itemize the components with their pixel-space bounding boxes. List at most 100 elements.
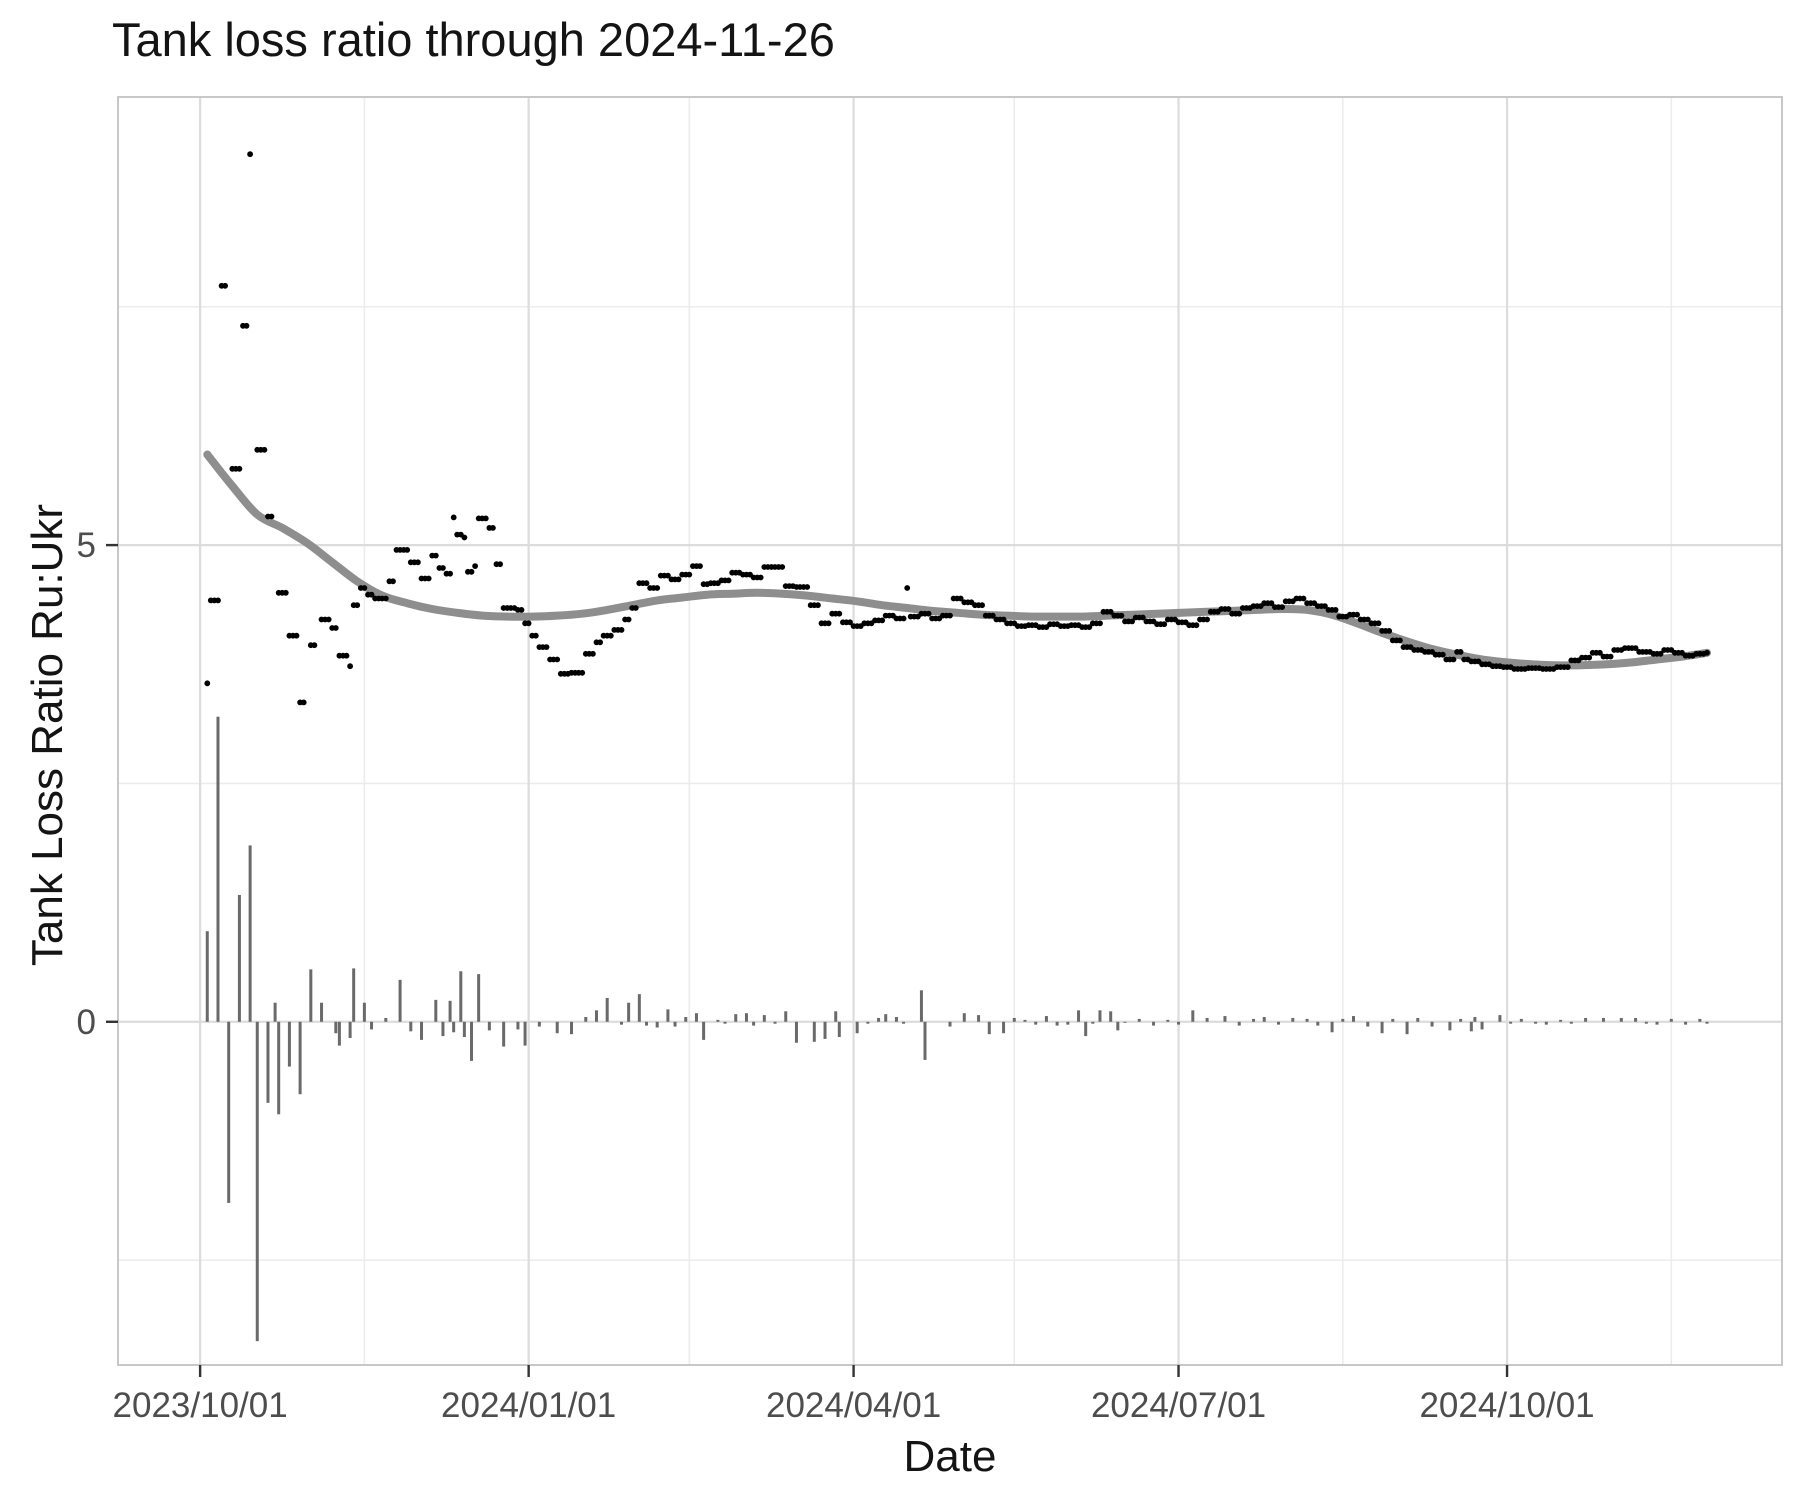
ratio-point <box>1704 649 1710 656</box>
deviation-bar <box>962 1013 966 1022</box>
deviation-bar <box>837 1021 841 1038</box>
deviation-bar <box>1002 1021 1006 1034</box>
ratio-point <box>450 514 457 521</box>
x-tick-label: 2024/10/01 <box>1419 1386 1594 1425</box>
deviation-bar <box>655 1021 659 1028</box>
ratio-point <box>325 616 332 623</box>
ratio-point <box>1586 654 1593 661</box>
ratio-point <box>468 568 475 575</box>
ratio-point <box>686 571 693 578</box>
ratio-point <box>836 610 843 617</box>
deviation-bar <box>619 1021 623 1025</box>
ratio-point <box>1161 621 1168 628</box>
deviation-bar <box>1391 1018 1395 1022</box>
ratio-point <box>247 151 254 158</box>
ratio-point <box>1300 595 1307 602</box>
ratio-point <box>1204 616 1210 623</box>
x-tick-label: 2024/01/01 <box>441 1386 616 1425</box>
ratio-point <box>779 564 786 570</box>
ratio-point <box>1279 604 1285 610</box>
deviation-bar <box>877 1017 881 1022</box>
ratio-point <box>204 680 211 687</box>
deviation-bar <box>948 1021 952 1027</box>
deviation-bar <box>1066 1021 1070 1025</box>
ratio-point <box>632 605 639 611</box>
deviation-bar <box>1448 1021 1452 1031</box>
deviation-bar <box>1473 1017 1477 1022</box>
deviation-bar <box>684 1017 688 1022</box>
ratio-point <box>957 595 964 602</box>
deviation-bar <box>1698 1018 1702 1022</box>
ratio-point <box>382 595 389 602</box>
deviation-bar <box>919 990 923 1022</box>
ratio-point <box>472 563 478 569</box>
deviation-bar <box>1705 1021 1709 1024</box>
deviation-bar <box>902 1021 906 1024</box>
deviation-bar <box>773 1021 777 1024</box>
deviation-bar <box>502 1021 506 1047</box>
chart-title: Tank loss ratio through 2024-11-26 <box>112 13 835 66</box>
deviation-bar <box>744 1013 748 1022</box>
ratio-point <box>1457 649 1464 655</box>
ratio-point <box>1375 620 1382 627</box>
ratio-point <box>222 282 229 289</box>
ratio-point <box>390 578 396 585</box>
y-tick-label: 0 <box>77 1003 96 1042</box>
ratio-point <box>597 639 603 646</box>
ratio-point <box>1118 612 1125 619</box>
deviation-bar <box>266 1021 270 1103</box>
ratio-point <box>607 632 614 639</box>
ratio-point <box>1097 620 1103 627</box>
deviation-bar <box>384 1017 388 1022</box>
deviation-bar <box>1519 1018 1523 1022</box>
deviation-bar <box>348 1021 352 1038</box>
deviation-bar <box>255 1021 259 1342</box>
ratio-point <box>268 513 275 520</box>
deviation-bar <box>784 1011 788 1022</box>
ratio-point <box>354 602 361 609</box>
deviation-bar <box>1669 1018 1673 1022</box>
deviation-bar <box>1316 1021 1320 1026</box>
deviation-bar <box>812 1021 816 1042</box>
x-tick-label: 2024/04/01 <box>766 1386 941 1425</box>
deviation-bar <box>516 1021 520 1030</box>
ratio-point <box>236 465 243 472</box>
ratio-point <box>1354 611 1360 618</box>
deviation-bar <box>370 1021 374 1030</box>
deviation-bar <box>1177 1021 1181 1025</box>
deviation-bar <box>834 1011 838 1022</box>
ratio-point <box>1439 651 1446 658</box>
deviation-bar <box>1366 1021 1370 1027</box>
deviation-bar <box>248 845 252 1022</box>
ratio-point <box>490 525 496 531</box>
ratio-point <box>1597 649 1603 656</box>
ratio-point <box>361 585 368 591</box>
deviation-bar <box>977 1015 981 1022</box>
deviation-bar <box>1077 1010 1081 1022</box>
deviation-bar <box>1166 1019 1170 1022</box>
ratio-point <box>368 591 375 598</box>
ratio-point <box>1450 656 1457 663</box>
ratio-point <box>579 669 586 676</box>
ratio-point <box>1193 622 1200 629</box>
deviation-bar <box>1405 1021 1409 1035</box>
deviation-bar <box>216 716 220 1022</box>
deviation-bar <box>1152 1021 1156 1026</box>
deviation-bar <box>1098 1010 1102 1022</box>
deviation-bar <box>320 1002 324 1022</box>
x-tick-label: 2023/10/01 <box>113 1386 288 1425</box>
ratio-point <box>947 612 953 619</box>
deviation-bar <box>702 1021 706 1040</box>
deviation-bar <box>762 1015 766 1022</box>
deviation-bar <box>1416 1017 1420 1022</box>
deviation-bar <box>1459 1018 1463 1022</box>
ratio-point <box>425 575 432 582</box>
ratio-point <box>243 322 250 329</box>
ratio-point <box>525 620 532 627</box>
deviation-bar <box>1634 1017 1638 1022</box>
ratio-point <box>461 534 468 541</box>
deviation-bar <box>987 1021 991 1035</box>
deviation-bar <box>569 1021 573 1035</box>
deviation-bar <box>1655 1021 1659 1025</box>
